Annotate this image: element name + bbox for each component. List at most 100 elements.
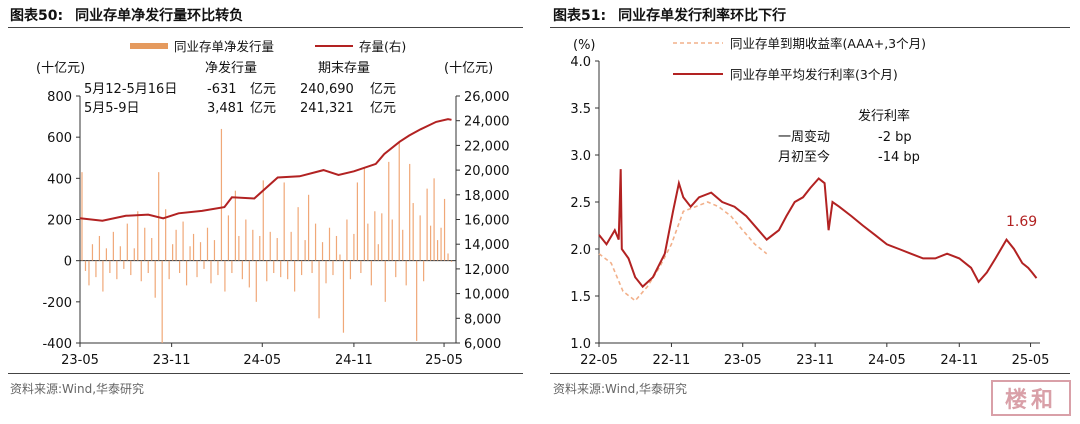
net-issuance-bar [301,260,303,276]
net-issuance-bar [175,229,177,261]
net-issuance-bar [238,235,240,261]
net-issuance-bar [179,260,181,274]
net-issuance-bar [450,260,453,262]
net-issuance-bar [398,141,400,261]
top-rule-left [8,27,523,28]
net-issuance-bar [360,260,362,274]
right-y-tick-label: 24,000 [464,115,510,130]
net-issuance-bar [144,227,146,261]
x-tick-label: 24-05 [243,353,281,368]
net-issuance-bar [241,260,243,280]
net-issuance-bar [130,260,132,276]
left-y-tick-label: 600 [47,131,72,146]
x-tick-label: 24-11 [940,353,978,368]
y-tick-label: 1.5 [570,290,591,305]
net-issuance-bar [283,182,285,261]
net-issuance-bar [172,244,174,261]
net-issuance-bar [339,254,341,261]
y-tick-label: 3.5 [570,102,591,117]
net-issuance-bar [109,260,111,274]
net-issuance-bar [259,235,261,261]
left-y-tick-label: 800 [47,90,72,105]
net-issuance-bar [126,223,128,261]
table-row-stock-unit: 亿元 [370,101,396,116]
net-issuance-bar [412,203,414,261]
legend-dashed-label: 同业存单到期收益率(AAA+,3个月) [730,36,926,51]
net-issuance-bar [147,260,149,274]
y-tick-label: 2.5 [570,196,591,211]
table-row-label: 5月5-9日 [84,101,140,116]
net-issuance-bar [294,260,296,292]
net-issuance-bar [213,240,216,261]
watermark-stamp: 楼和 [991,380,1071,416]
x-tick-label: 25-05 [1012,353,1050,368]
net-issuance-bar [91,244,94,261]
net-issuance-bar [346,219,348,261]
y-tick-label: 4.0 [570,55,591,70]
net-issuance-bar [262,180,264,261]
net-issuance-bar [318,260,320,319]
net-issuance-bar [430,225,432,261]
net-issuance-bar [81,172,83,261]
net-issuance-bar [423,260,425,282]
net-issuance-bar [443,198,446,261]
net-issuance-bar [287,260,289,280]
net-issuance-bar [342,260,345,333]
net-issuance-bar [116,260,118,280]
table-row-net: -631 [207,82,237,97]
x-tick-label: 22-11 [653,353,691,368]
net-issuance-bar [328,227,331,261]
net-issuance-bar [245,219,247,261]
net-issuance-bar [151,238,153,261]
net-issuance-bar [307,194,310,261]
right-y-tick-label: 26,000 [464,90,510,105]
bottom-rule-left [8,373,523,374]
net-issuance-bar [161,260,163,343]
net-issuance-bar [123,260,125,269]
table-header-net: 净发行量 [205,60,257,76]
stock-line [79,118,452,222]
net-issuance-bar [297,207,299,261]
bottom-rule-right [550,373,1070,374]
net-issuance-bar [137,211,139,261]
net-issuance-bar [231,260,233,274]
net-issuance-bar [374,211,376,261]
yield-dashed-line [598,201,768,302]
net-issuance-bar [192,233,195,261]
net-issuance-bar [182,221,184,261]
net-issuance-bar [266,260,268,282]
left-y-tick-label: 400 [47,172,72,187]
net-issuance-bar [363,168,365,261]
left-source-note: 资料来源:Wind,华泰研究 [10,382,145,396]
net-issuance-bar [196,260,198,278]
net-issuance-bar [416,260,418,341]
x-tick-label: 24-11 [335,353,373,368]
net-issuance-bar [325,260,327,284]
left-y-tick-label: 200 [47,214,72,229]
net-issuance-bar [276,238,278,261]
legend-bar-label: 同业存单净发行量 [174,39,274,54]
right-y-tick-label: 10,000 [464,288,510,303]
net-issuance-bar [119,246,121,261]
right-y-tick-label: 12,000 [464,263,510,278]
right-y-tick-label: 18,000 [464,189,510,204]
net-issuance-bar [419,215,421,261]
right-y-tick-label: 16,000 [464,214,510,229]
net-issuance-bar [335,235,338,261]
annotation-row-value: -2 bp [878,130,912,145]
legend-bar-swatch [130,43,168,49]
left-chart: 800 600 400 200 0 -200 -400 26,000 24,000 22,000 2… [36,39,510,368]
left-figure-number: 图表50: [10,8,64,24]
net-issuance-bar [426,188,428,261]
table-row-stock: 241,321 [300,101,354,116]
net-issuance-bar [102,260,104,292]
table-row-label: 5月12-5月16日 [84,82,177,97]
net-issuance-bar [133,248,135,261]
x-tick-label: 25-05 [425,353,463,368]
net-issuance-bar [273,260,275,274]
net-issuance-bar [391,219,393,261]
right-title-text: 同业存单发行利率环比下行 [618,8,787,24]
table-header-stock: 期末存量 [318,61,370,76]
unit-label: (%) [573,38,596,53]
net-issuance-bar [206,227,209,261]
